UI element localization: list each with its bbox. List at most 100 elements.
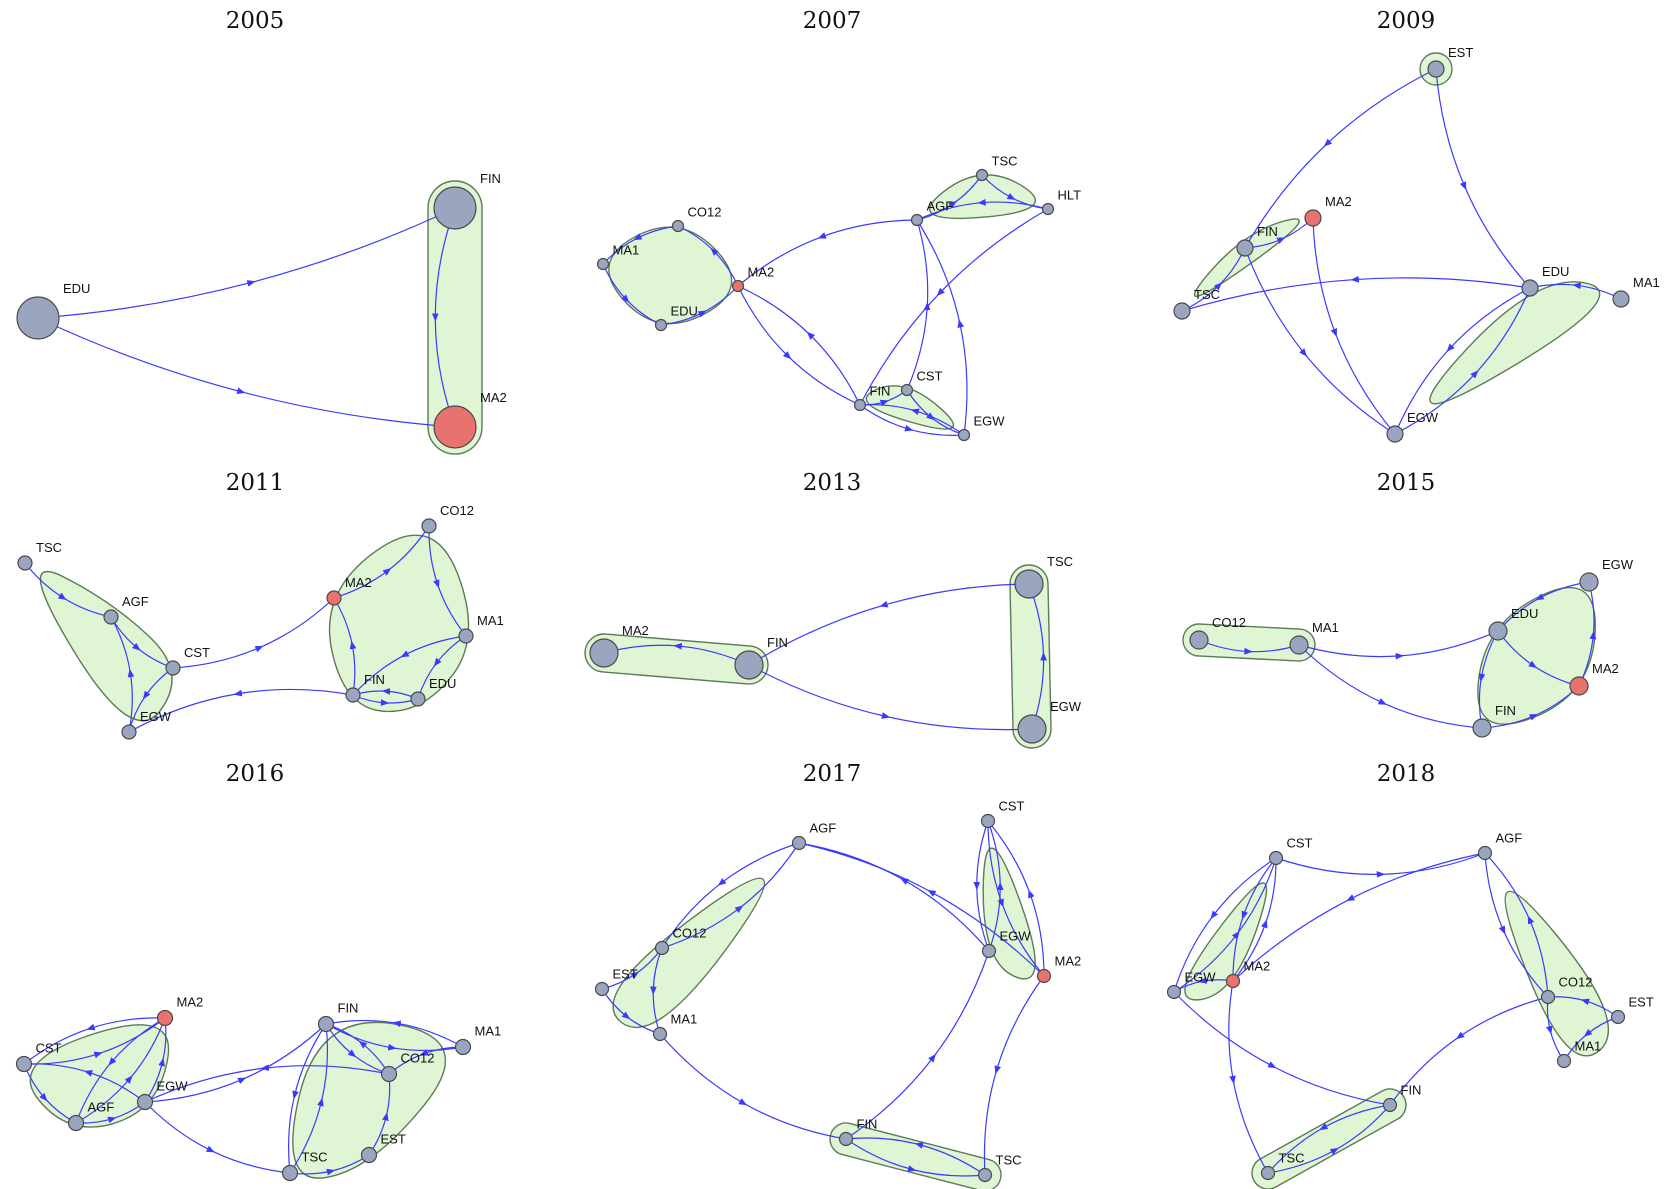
edge-TSC-FIN bbox=[289, 1023, 329, 1174]
edge-CO12-MA1 bbox=[602, 225, 679, 265]
edge-MA1-EDU bbox=[1529, 282, 1622, 300]
cluster-hull bbox=[1251, 1088, 1407, 1189]
node-label: EST bbox=[1448, 45, 1473, 60]
edge-EDU-MA2 bbox=[37, 317, 456, 428]
edge-FIN-EDU bbox=[352, 694, 419, 706]
edge-EGW-AGF bbox=[798, 842, 990, 952]
node-label: CST bbox=[36, 1041, 62, 1056]
node-FIN bbox=[345, 687, 361, 703]
edge-CST-AGF bbox=[906, 219, 931, 391]
edge-TSC-FIN bbox=[845, 1137, 986, 1176]
panel-2009: 2009 EST MA2 FIN TSC EDU MA1 EGW bbox=[1173, 8, 1660, 443]
node-EGW bbox=[1017, 714, 1047, 744]
node-label: CO12 bbox=[688, 205, 722, 220]
edge-MA2-AGF bbox=[75, 1017, 166, 1124]
node-EGW bbox=[981, 943, 997, 959]
node-EGW bbox=[1579, 572, 1599, 592]
edge-EST-MA1 bbox=[1563, 1016, 1619, 1062]
edge-TSC-FIN bbox=[748, 583, 1030, 666]
edge-EDU-EGW bbox=[1394, 287, 1531, 435]
node-EST bbox=[1427, 60, 1445, 78]
edge-MA2-CST bbox=[23, 1017, 166, 1065]
node-label: TSC bbox=[1279, 1151, 1305, 1166]
edge-FIN-TSC bbox=[845, 1138, 986, 1177]
node-MA2 bbox=[1036, 968, 1052, 984]
panel-2015: 2015 CO12 MA1 EGW EDU MA2 FIN bbox=[1182, 470, 1634, 738]
node-label: TSC bbox=[1047, 554, 1073, 569]
panel-title: 2005 bbox=[226, 8, 285, 34]
edge-TSC-FIN bbox=[1267, 1104, 1391, 1174]
edge-CO12-EGW bbox=[144, 1064, 390, 1103]
node-MA2 bbox=[326, 590, 342, 606]
node-label: MA2 bbox=[622, 623, 649, 638]
node-EST bbox=[1610, 1009, 1626, 1025]
edge-MA1-FIN bbox=[1298, 644, 1483, 729]
panel-title: 2016 bbox=[226, 761, 285, 787]
edge-FIN-MA2 bbox=[1481, 685, 1580, 729]
panel-title: 2011 bbox=[226, 470, 285, 496]
edge-CO12-FIN bbox=[325, 1023, 390, 1075]
node-label: EDU bbox=[1542, 264, 1569, 279]
node-label: MA1 bbox=[1312, 620, 1339, 635]
edge-EGW-AGF bbox=[110, 616, 135, 733]
edge-AGF-EGW bbox=[75, 1101, 146, 1124]
edge-EGW-FIN bbox=[859, 404, 965, 436]
edge-FIN-EGW bbox=[1244, 247, 1396, 435]
node-FIN bbox=[734, 650, 764, 680]
edge-MA1-FIN bbox=[325, 1019, 464, 1048]
node-FIN bbox=[1236, 239, 1254, 257]
node-label: MA1 bbox=[1633, 275, 1660, 290]
node-CO12 bbox=[671, 219, 685, 233]
node-label: MA1 bbox=[1575, 1039, 1602, 1054]
edge-EGW-EDU bbox=[1497, 581, 1590, 632]
node-label: EGW bbox=[1050, 699, 1082, 714]
edge-MA1-CO12 bbox=[388, 1046, 464, 1075]
panel-2013: 2013 MA2 FIN TSC EGW bbox=[584, 470, 1082, 749]
node-label: MA1 bbox=[613, 243, 640, 258]
node-label: HLT bbox=[1058, 188, 1082, 203]
edge-CST-MA2 bbox=[987, 820, 1045, 977]
edge-MA1-EDU bbox=[1298, 630, 1499, 660]
edge-EST-CO12 bbox=[601, 947, 663, 990]
edge-MA2-EGW bbox=[1173, 977, 1234, 993]
edge-FIN-MA2 bbox=[603, 642, 750, 666]
edge-CO12-MA1 bbox=[428, 525, 467, 637]
edge-EGW-MA2 bbox=[144, 1017, 167, 1103]
panel-2007: 2007 CO12 MA1 EDU MA2 TSC AGF HLT FIN CST EGW bbox=[596, 8, 1082, 442]
node-label: EDU bbox=[429, 676, 456, 691]
node-label: MA2 bbox=[480, 390, 507, 405]
node-EDU bbox=[1488, 621, 1508, 641]
node-FIN bbox=[838, 1131, 854, 1147]
cluster-hull bbox=[39, 570, 173, 722]
edge-EST-CO12 bbox=[368, 1073, 391, 1156]
edge-EDU-FIN bbox=[37, 207, 456, 319]
node-AGF bbox=[791, 835, 807, 851]
edge-MA2-EGW bbox=[1312, 217, 1396, 435]
node-label: CST bbox=[999, 799, 1025, 814]
edge-EGW-CST bbox=[987, 820, 1004, 952]
edge-EGW-EDU bbox=[1394, 287, 1531, 435]
node-CST bbox=[165, 660, 181, 676]
edge-FIN-MA2 bbox=[431, 207, 456, 428]
edge-MA1-FIN bbox=[352, 635, 467, 696]
node-label: CO12 bbox=[401, 1051, 435, 1066]
node-label: MA1 bbox=[477, 613, 504, 628]
node-AGF bbox=[910, 213, 924, 227]
edge-EGW-CST bbox=[23, 1063, 146, 1103]
edge-MA2-CST bbox=[987, 820, 1045, 977]
edge-EST-MA1 bbox=[601, 988, 661, 1035]
node-TSC bbox=[17, 555, 33, 571]
cluster-hull bbox=[829, 1122, 1002, 1189]
edge-EGW-FIN bbox=[144, 1023, 327, 1103]
edge-CST-AGF bbox=[1275, 852, 1486, 878]
edge-AGF-CO12 bbox=[661, 842, 800, 949]
node-FIN bbox=[1472, 718, 1492, 738]
node-label: CO12 bbox=[440, 503, 474, 518]
node-label: TSC bbox=[996, 1153, 1022, 1168]
cluster-hull bbox=[1009, 564, 1052, 749]
node-CO12 bbox=[654, 940, 670, 956]
node-label: EDU bbox=[671, 304, 698, 319]
node-FIN bbox=[1382, 1097, 1398, 1113]
panel-2017: 2017 AGF CO12 EST MA1 CST EGW MA2 FIN TSC bbox=[594, 761, 1081, 1189]
edge-HLT-FIN bbox=[859, 208, 1049, 406]
